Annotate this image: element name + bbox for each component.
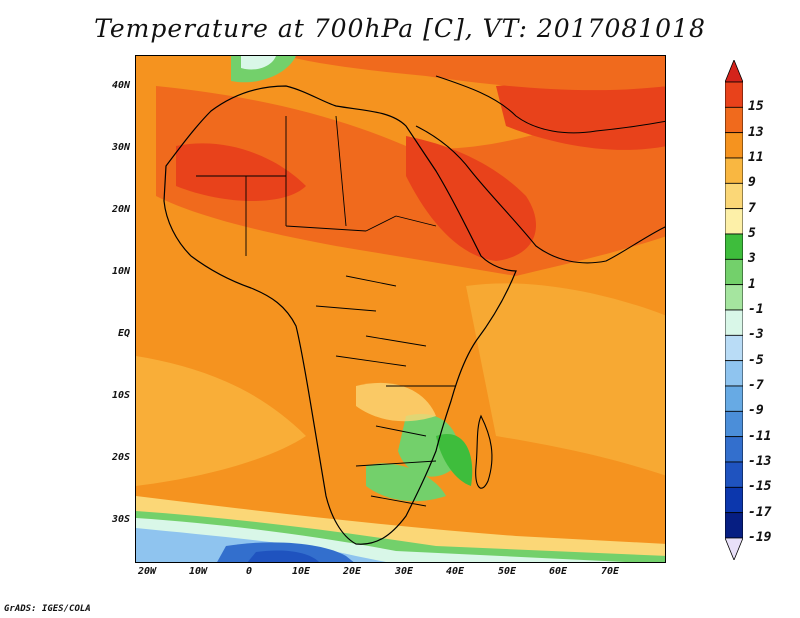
lon-label-0: 0 bbox=[245, 566, 253, 577]
colorbar-swatch bbox=[725, 233, 743, 260]
colorbar-label: 15 bbox=[748, 99, 764, 115]
colorbar-label: 11 bbox=[748, 150, 764, 165]
colorbar-swatch bbox=[725, 486, 743, 514]
colorbar-label: 1 bbox=[748, 276, 756, 292]
lon-label-10e: 10E bbox=[291, 566, 311, 577]
lat-label-eq: EQ bbox=[117, 328, 130, 339]
colorbar-label: 9 bbox=[748, 175, 756, 191]
colorbar-swatch bbox=[725, 334, 743, 362]
madagascar-coastline bbox=[475, 414, 493, 489]
temperature-band-darkest bbox=[247, 550, 319, 562]
lon-label-20e: 20E bbox=[342, 566, 362, 577]
temperature-patch-zambia bbox=[398, 414, 459, 477]
colorbar-label: -15 bbox=[748, 479, 772, 495]
colorbar-swatch bbox=[725, 360, 743, 387]
lat-label-30n: 30N bbox=[111, 142, 130, 153]
colorbar-swatch bbox=[725, 410, 743, 438]
lon-label-30e: 30E bbox=[394, 566, 414, 577]
colorbar-swatch bbox=[725, 182, 743, 210]
temperature-patch-angola bbox=[356, 382, 436, 422]
colorbar-label: -3 bbox=[748, 327, 764, 343]
colorbar-label: -5 bbox=[748, 352, 764, 368]
lat-label-20n: 20N bbox=[111, 204, 130, 215]
credit-text: GrADS: IGES/COLA bbox=[4, 604, 91, 614]
colorbar-swatch bbox=[725, 208, 743, 235]
asia-coastline bbox=[435, 75, 665, 134]
colorbar-swatch bbox=[725, 512, 743, 539]
lon-label-20w: 20W bbox=[137, 566, 157, 577]
colorbar-label: -19 bbox=[748, 530, 772, 545]
colorbar-swatch bbox=[725, 385, 743, 412]
colorbar-swatch bbox=[725, 309, 743, 336]
lat-label-10s: 10S bbox=[111, 390, 130, 401]
colorbar-label: -7 bbox=[748, 378, 764, 393]
colorbar-label: -11 bbox=[748, 428, 772, 444]
arabia-coastline bbox=[415, 125, 665, 264]
temperature-patch-mediterranean-core bbox=[241, 56, 276, 70]
lon-label-40e: 40E bbox=[445, 566, 465, 577]
colorbar-label: 3 bbox=[748, 251, 756, 267]
temperature-map bbox=[136, 56, 665, 562]
colorbar-swatch bbox=[725, 132, 743, 159]
temperature-patch-indian bbox=[466, 283, 665, 476]
lon-label-10w: 10W bbox=[188, 566, 208, 577]
colorbar-arrow-top bbox=[725, 60, 743, 83]
colorbar-label: 5 bbox=[748, 226, 756, 241]
country-borders bbox=[196, 115, 456, 507]
map-title: Temperature at 700hPa [C], VT: 201708101… bbox=[94, 14, 706, 43]
colorbar-arrow-bottom bbox=[725, 537, 743, 560]
temperature-core-asia bbox=[496, 84, 665, 150]
colorbar-swatch bbox=[725, 157, 743, 184]
colorbar-label: -9 bbox=[748, 403, 764, 419]
colorbar-label: 13 bbox=[748, 124, 764, 140]
colorbar-swatch bbox=[725, 106, 743, 134]
lat-label-10n: 10N bbox=[111, 266, 130, 277]
colorbar-label: -17 bbox=[748, 504, 772, 520]
temperature-patch-botswana bbox=[366, 463, 446, 502]
temperature-band-north bbox=[286, 56, 665, 91]
temperature-patch-mozambique bbox=[436, 434, 473, 486]
temperature-core-arabia bbox=[406, 136, 536, 261]
colorbar-label: -1 bbox=[748, 302, 764, 317]
colorbar-swatch bbox=[725, 81, 743, 108]
colorbar-label: 7 bbox=[748, 200, 756, 216]
lat-label-20s: 20S bbox=[111, 452, 130, 463]
africa-coastline bbox=[163, 85, 517, 545]
temperature-patch-atlantic bbox=[136, 356, 306, 486]
lon-label-70e: 70E bbox=[600, 566, 620, 577]
lat-label-30s: 30S bbox=[111, 514, 130, 525]
map-plot-area bbox=[135, 55, 666, 563]
lat-label-40n: 40N bbox=[111, 80, 130, 91]
temperature-core-sahara bbox=[176, 143, 306, 201]
lon-label-50e: 50E bbox=[497, 566, 517, 577]
colorbar-label: -13 bbox=[748, 454, 772, 469]
lon-label-60e: 60E bbox=[548, 566, 568, 577]
colorbar-swatch bbox=[725, 284, 743, 311]
colorbar bbox=[725, 60, 743, 560]
colorbar-swatch bbox=[725, 436, 743, 463]
colorbar-swatch bbox=[725, 258, 743, 286]
colorbar-swatch bbox=[725, 461, 743, 488]
